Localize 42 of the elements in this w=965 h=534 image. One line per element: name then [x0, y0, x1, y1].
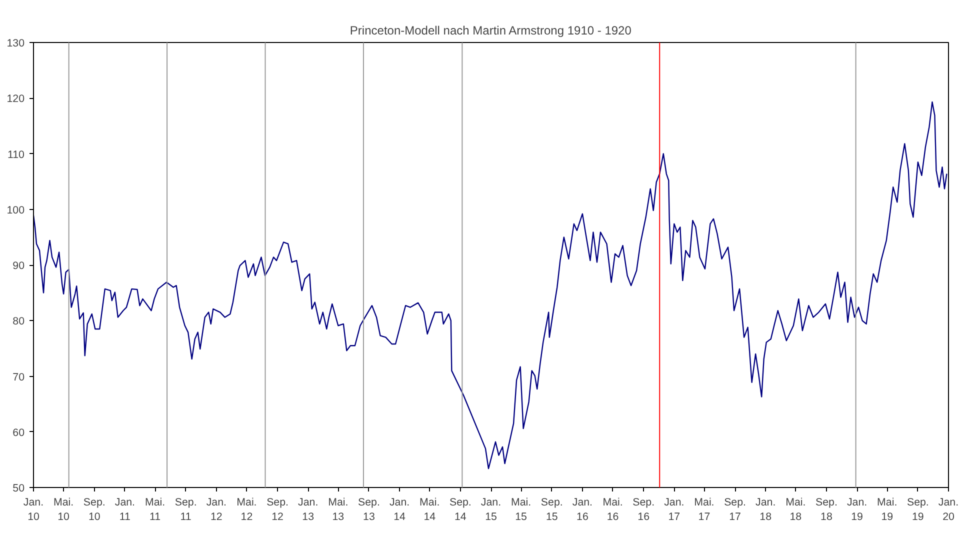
x-tick-label: Mai. 17 [694, 496, 714, 523]
y-tick-label: 90 [12, 260, 25, 272]
x-tick-label: Sep. 12 [266, 496, 288, 523]
x-tick-label: Sep. 13 [358, 496, 380, 523]
x-tick-label: Mai. 14 [420, 496, 440, 523]
x-tick-label: Mai. 11 [144, 496, 166, 523]
x-tick-label: Sep. 10 [83, 496, 106, 523]
x-tick-label: Mai. 13 [328, 496, 348, 523]
x-tick-label: Mai. 18 [786, 496, 806, 523]
x-tick-label: Mai. 15 [511, 496, 532, 523]
y-tick-label: 120 [6, 93, 25, 106]
chart-title: Princeton-Modell nach Martin Armstrong 1910 - 1920 [350, 24, 632, 38]
y-tick-label: 110 [8, 148, 25, 161]
x-tick-label: Sep. 17 [724, 496, 746, 523]
y-tick-label: 130 [6, 38, 25, 50]
y-tick-label: 60 [12, 426, 25, 439]
x-tick-label: Jan. 18 [756, 496, 776, 523]
x-tick-label: Mai. 10 [54, 496, 74, 523]
y-tick-label: 100 [6, 204, 25, 216]
x-tick-label: Sep. 16 [632, 496, 655, 523]
line-series [34, 101, 948, 470]
y-tick-label: 50 [12, 482, 25, 494]
x-tick-label: Jan. 17 [664, 496, 684, 523]
x-tick-label: Mai. 12 [236, 496, 257, 523]
x-tick-label: Jan. 13 [298, 496, 318, 523]
x-tick-label: Jan. 19 [846, 496, 868, 523]
x-tick-label: Jan. 11 [114, 496, 136, 523]
x-tick-label: Jan. 15 [480, 496, 502, 523]
x-tick-label: Sep. 15 [540, 496, 563, 523]
x-tick-label: Sep. 14 [449, 496, 472, 523]
x-tick-label: Jan. 12 [206, 496, 226, 523]
x-tick-label: Jan. 20 [938, 496, 959, 523]
x-tick-label: Jan. 10 [23, 496, 44, 523]
x-tick-label: Jan. 14 [389, 496, 410, 523]
y-tick-label: 70 [12, 371, 25, 384]
x-tick-label: Sep. 19 [906, 496, 929, 523]
x-tick-label: Sep. 18 [816, 496, 838, 523]
x-tick-label: Mai. 16 [602, 496, 623, 523]
x-tick-label: Sep. 11 [174, 496, 197, 523]
x-tick-label: Jan. 16 [572, 496, 593, 523]
x-tick-label: Mai. 19 [877, 496, 898, 523]
y-tick-label: 80 [12, 316, 25, 328]
